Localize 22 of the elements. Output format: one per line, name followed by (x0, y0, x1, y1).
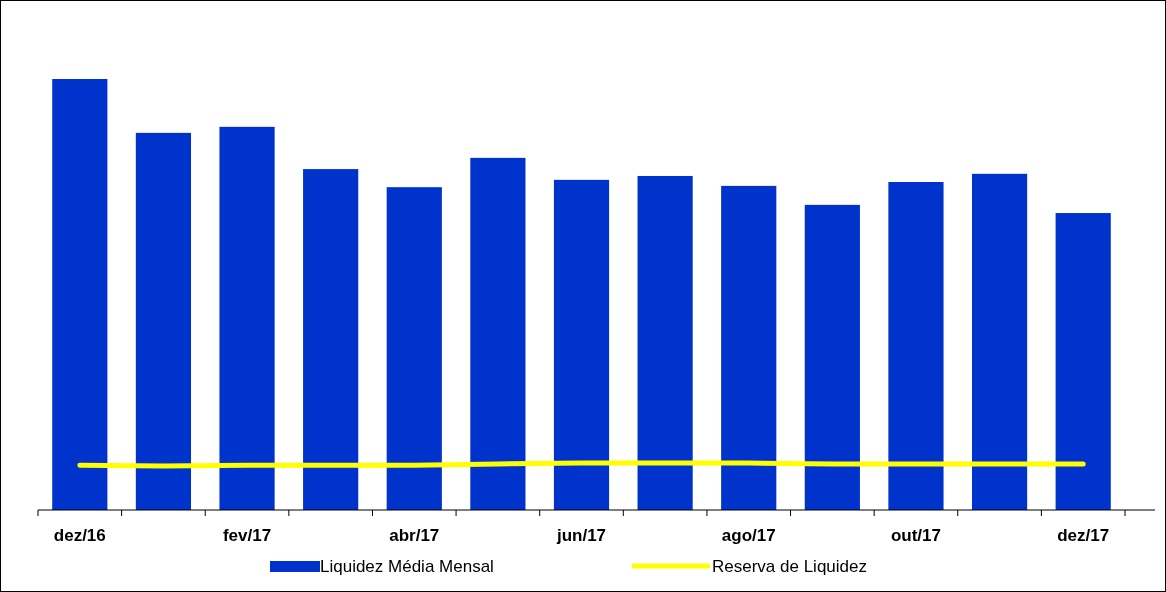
bar (1055, 213, 1111, 510)
bar (637, 175, 693, 510)
x-tick-label: dez/16 (53, 526, 106, 545)
bar (135, 132, 192, 510)
x-tick-label: out/17 (890, 526, 941, 545)
x-tick-label: fev/17 (222, 526, 272, 545)
x-tick-label: dez/17 (1057, 526, 1110, 545)
x-tick-label: jun/17 (555, 526, 607, 545)
x-tick-label: ago/17 (721, 526, 776, 545)
legend-label: Reserva de Liquidez (712, 557, 867, 576)
x-tick-label: abr/17 (389, 526, 440, 545)
bar (971, 173, 1028, 510)
bar (553, 179, 610, 510)
bar (804, 204, 860, 510)
bar (470, 157, 526, 510)
bar (219, 126, 275, 510)
bar (52, 79, 108, 510)
bar (721, 185, 777, 510)
legend-label: Liquidez Média Mensal (320, 557, 494, 576)
bar (303, 169, 359, 510)
bar (386, 187, 442, 510)
bar (888, 182, 944, 510)
